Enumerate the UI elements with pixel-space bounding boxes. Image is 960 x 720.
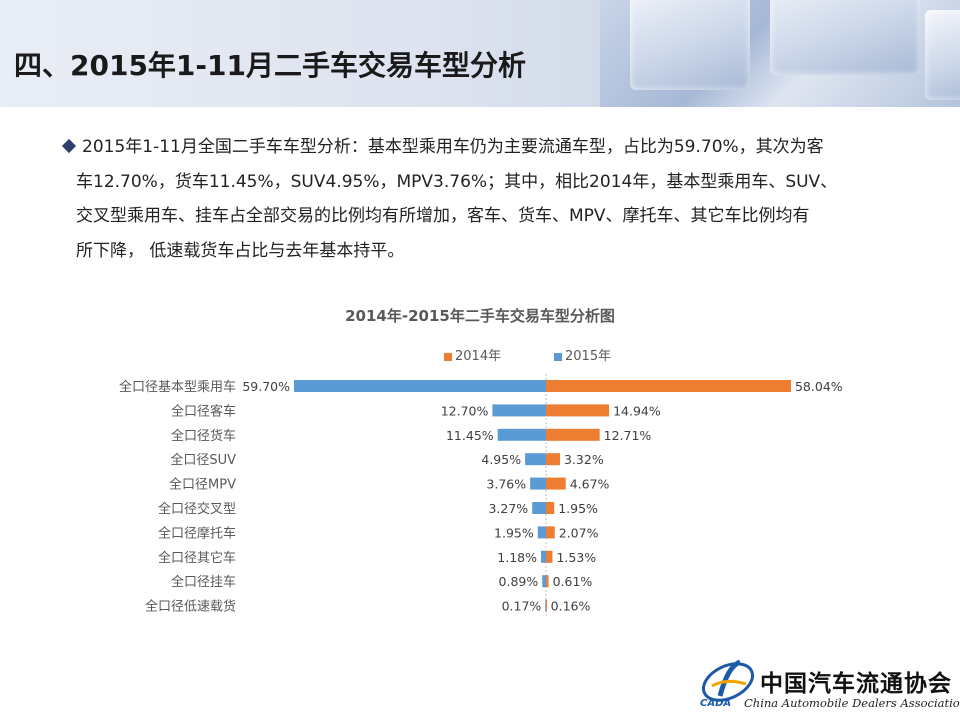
- bar-2014: [546, 550, 553, 563]
- category-label: 全口径MPV: [169, 477, 236, 493]
- data-label-2015: 59.70%: [242, 379, 290, 394]
- data-label-2014: 12.71%: [604, 428, 652, 443]
- org-name-cn: 中国汽车流通协会: [760, 670, 952, 697]
- decor-cube-2: [770, 0, 920, 75]
- legend-label-2014: 2014年: [455, 349, 502, 364]
- bar-2015: [532, 502, 546, 514]
- data-label-2015: 4.95%: [481, 452, 521, 467]
- org-name-en: China Automobile Dealers Association: [744, 696, 960, 710]
- bar-2015: [537, 526, 546, 539]
- data-label-2015: 1.95%: [494, 525, 534, 540]
- summary-paragraph: 2015年1-11月全国二手车车型分析：基本型乘用车仍为主要流通车型，占比为59…: [58, 130, 898, 268]
- bar-2014: [546, 380, 791, 392]
- chart-area: 2014年-2015年二手车交易车型分析图 2014年 2015年 全口径基本型…: [0, 295, 960, 635]
- data-label-2014: 14.94%: [613, 403, 661, 418]
- bar-2015: [294, 380, 546, 392]
- summary-line-4: 所下降， 低速载货车占比与去年基本持平。: [76, 240, 405, 261]
- bar-2014: [546, 502, 555, 514]
- bar-2014: [546, 526, 555, 539]
- data-label-2015: 11.45%: [446, 428, 494, 443]
- bar-2015: [525, 453, 546, 466]
- data-label-2014: 0.61%: [553, 574, 593, 589]
- data-label-2015: 1.18%: [497, 550, 537, 565]
- bar-2014: [546, 575, 549, 588]
- data-label-2015: 3.76%: [486, 477, 526, 492]
- page-title: 四、2015年1-11月二手车交易车型分析: [14, 49, 526, 82]
- category-label: 全口径低速载货: [145, 599, 236, 615]
- data-label-2014: 1.53%: [556, 550, 596, 565]
- data-label-2014: 2.07%: [559, 525, 599, 540]
- legend-item-2014: 2014年: [444, 345, 501, 364]
- data-label-2014: 58.04%: [795, 379, 843, 394]
- category-label: 全口径其它车: [158, 550, 236, 566]
- diverging-bar-chart: 全口径基本型乘用车 59.70% 58.04% 全口径客车 12.70% 14.94% 全口…: [119, 374, 843, 618]
- data-label-2014: 0.16%: [551, 599, 591, 614]
- data-label-2014: 1.95%: [558, 501, 598, 516]
- summary-line-3: 交叉型乘用车、挂车占全部交易的比例均有所增加，客车、货车、MPV、摩托车、其它车…: [76, 206, 810, 226]
- bar-2014: [546, 428, 600, 441]
- bar-2015: [497, 428, 546, 441]
- legend-item-2015: 2015年: [554, 345, 611, 364]
- bar-2014: [546, 404, 610, 417]
- bar-2015: [545, 599, 547, 612]
- category-label: 全口径SUV: [170, 452, 236, 468]
- logo-abbr: CADA: [700, 698, 732, 709]
- legend-swatch-2015: [554, 352, 562, 361]
- bar-2014: [546, 599, 547, 612]
- category-label: 全口径货车: [171, 428, 236, 444]
- bar-2015: [542, 575, 546, 588]
- bar-2015: [492, 404, 546, 417]
- decor-cube-3: [925, 10, 960, 100]
- legend-swatch-2014: [444, 352, 452, 361]
- category-label: 全口径挂车: [171, 574, 236, 590]
- data-label-2015: 0.17%: [502, 599, 542, 614]
- data-label-2015: 12.70%: [441, 403, 489, 418]
- footer-logo: CADA 中国汽车流通协会 China Automobile Dealers A…: [694, 652, 960, 720]
- bar-2014: [546, 453, 561, 466]
- data-label-2014: 3.32%: [564, 452, 604, 467]
- bar-2015: [530, 477, 546, 490]
- bar-2014: [546, 477, 566, 490]
- data-label-2015: 0.89%: [499, 574, 539, 589]
- summary-line-2: 车12.70%，货车11.45%，SUV4.95%，MPV3.76%；其中，相比…: [76, 171, 838, 192]
- header-banner: 四、2015年1-11月二手车交易车型分析: [0, 0, 960, 107]
- category-label: 全口径摩托车: [158, 525, 236, 541]
- category-label: 全口径基本型乘用车: [119, 379, 236, 395]
- summary-line-1: 2015年1-11月全国二手车车型分析：基本型乘用车仍为主要流通车型，占比为59…: [58, 130, 898, 165]
- summary-text-1: 2015年1-11月全国二手车车型分析：基本型乘用车仍为主要流通车型，占比为59…: [82, 137, 824, 157]
- category-label: 全口径客车: [171, 403, 236, 419]
- category-label: 全口径交叉型: [158, 501, 236, 517]
- decor-cube-1: [630, 0, 750, 90]
- data-label-2014: 4.67%: [570, 477, 610, 492]
- cada-logo-icon: [701, 659, 755, 702]
- diamond-icon: [61, 138, 77, 154]
- legend-label-2015: 2015年: [565, 349, 612, 364]
- data-label-2015: 3.27%: [488, 501, 528, 516]
- chart-title: 2014年-2015年二手车交易车型分析图: [345, 307, 615, 325]
- bar-2015: [541, 550, 546, 563]
